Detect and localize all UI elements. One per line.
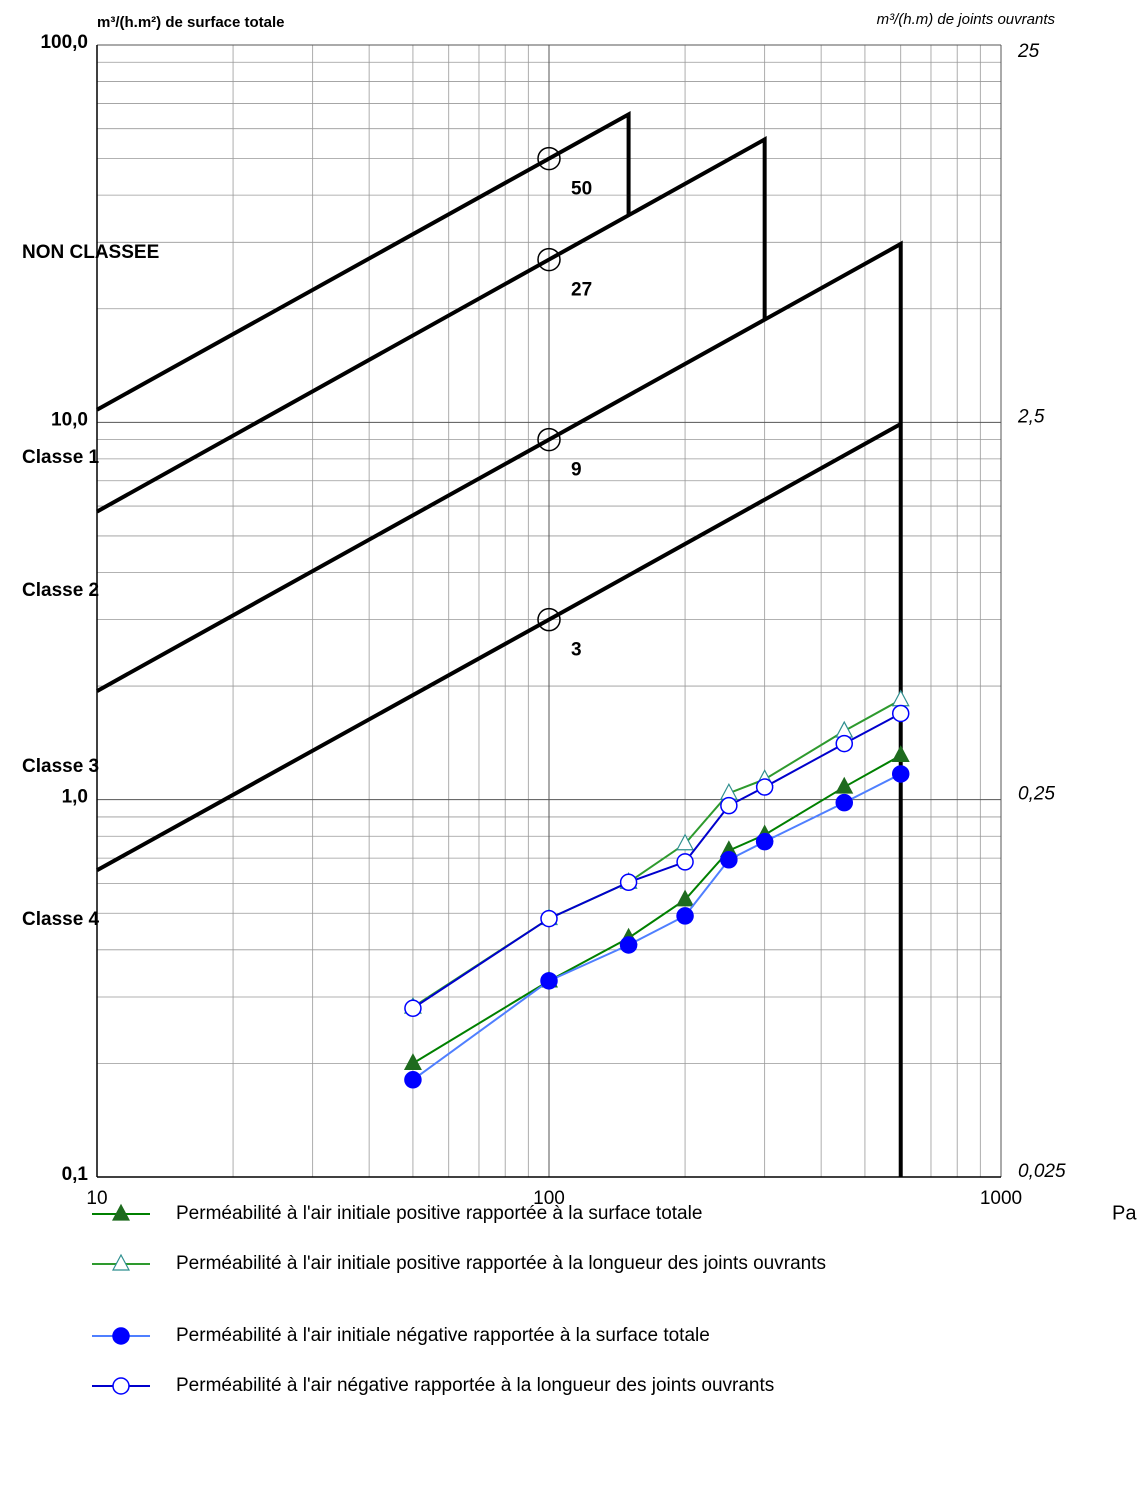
point: [891, 704, 910, 723]
point: [835, 720, 854, 738]
point: [720, 851, 738, 869]
zone-label: Classe 2: [22, 580, 99, 601]
point: [403, 1053, 422, 1071]
point: [540, 909, 558, 928]
y2-tick-label: 0,025: [1018, 1161, 1066, 1182]
y-tick-label: 100,0: [40, 32, 88, 53]
point: [404, 1071, 422, 1089]
point: [404, 999, 422, 1018]
x-tick-label: 100: [533, 1188, 565, 1209]
class-marker: [537, 607, 561, 632]
series-line: [412, 754, 902, 1065]
series-line: [412, 773, 902, 1081]
point: [676, 853, 694, 871]
y-axis-title: m³/(h.m²) de surface totale: [97, 14, 285, 31]
legend-label: Perméabilité à l'air initiale positive r…: [176, 1203, 702, 1224]
y-tick-label: 1,0: [62, 787, 88, 808]
point: [676, 833, 695, 851]
class-label: 50: [571, 179, 592, 200]
class-line: [96, 136, 767, 514]
class-line: [96, 110, 631, 412]
x-axis-title: Pa: [1112, 1202, 1137, 1224]
zone-label: Classe 3: [22, 756, 99, 777]
class-line: [96, 240, 903, 1177]
y2-tick-label: 25: [1017, 41, 1040, 62]
point: [755, 778, 774, 796]
point: [619, 936, 638, 954]
y-tick-label: 0,1: [62, 1164, 89, 1185]
point: [835, 776, 854, 794]
x-tick-label: 10: [86, 1188, 107, 1209]
class-label: 9: [571, 460, 582, 481]
point: [619, 873, 638, 892]
point: [676, 907, 694, 925]
zone-label: NON CLASSEE: [22, 242, 159, 263]
point: [891, 745, 910, 763]
point: [676, 889, 695, 907]
y2-axis-title: m³/(h.m) de joints ouvrants: [877, 11, 1056, 28]
series-line: [412, 712, 902, 1010]
class-marker: [537, 247, 561, 272]
class-marker: [537, 146, 561, 171]
x-tick-label: 1000: [980, 1188, 1022, 1209]
point: [540, 972, 558, 990]
class-label: 3: [571, 640, 582, 661]
legend-marker: [112, 1253, 130, 1271]
class-label: 27: [571, 280, 592, 301]
legend-label: Perméabilité à l'air négative rapportée …: [176, 1375, 774, 1396]
y2-tick-label: 0,25: [1018, 784, 1055, 805]
zone-label: Classe 1: [22, 447, 100, 468]
point: [755, 832, 774, 851]
legend-marker: [112, 1203, 130, 1221]
point: [891, 765, 910, 783]
class-marker: [537, 427, 561, 452]
y-tick-label: 10,0: [51, 409, 88, 430]
legend-label: Perméabilité à l'air initiale négative r…: [176, 1325, 710, 1346]
class-line: [96, 422, 902, 873]
legend-label: Perméabilité à l'air initiale positive r…: [176, 1253, 826, 1274]
point: [720, 796, 738, 815]
y2-tick-label: 2,5: [1017, 406, 1045, 427]
legend-marker: [112, 1327, 130, 1345]
point: [891, 689, 910, 707]
zone-label: Classe 4: [22, 909, 100, 930]
point: [835, 734, 854, 753]
legend-marker: [112, 1377, 130, 1395]
point: [835, 793, 854, 812]
